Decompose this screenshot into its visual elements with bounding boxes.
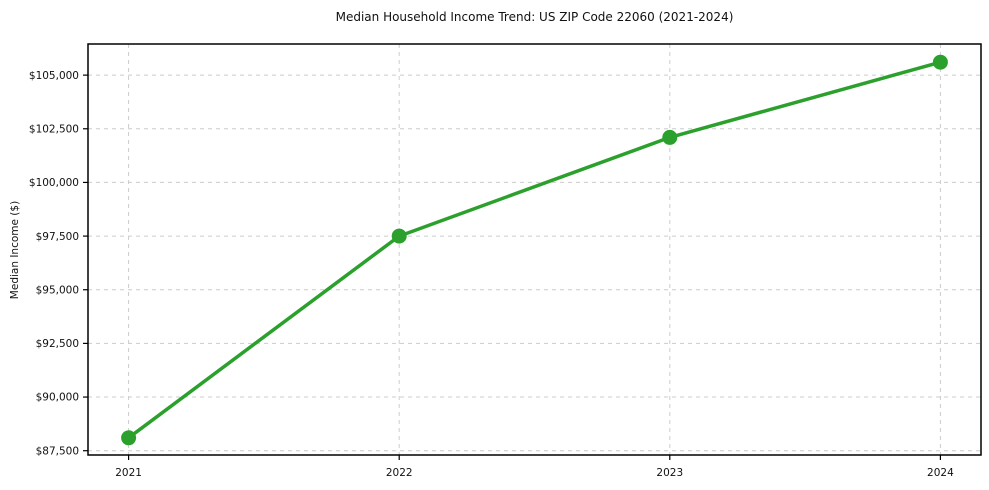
x-tick-label: 2021 <box>115 467 142 479</box>
y-tick-label: $97,500 <box>36 231 79 243</box>
y-tick-label: $100,000 <box>29 177 79 189</box>
x-tick-label: 2024 <box>927 467 954 479</box>
trend-line <box>126 60 943 440</box>
y-tick-label: $92,500 <box>36 338 79 350</box>
data-point-2024 <box>932 54 948 70</box>
y-tick-label: $90,000 <box>36 392 79 404</box>
plot-frame <box>87 43 982 456</box>
y-tick-label: $95,000 <box>36 284 79 296</box>
y-tick-label: $105,000 <box>29 70 79 82</box>
y-tick-label: $102,500 <box>29 123 79 135</box>
data-point-2022 <box>391 228 407 244</box>
data-point-2021 <box>121 430 137 446</box>
x-tick-label: 2023 <box>656 467 683 479</box>
y-tick-label: $87,500 <box>36 445 79 457</box>
data-point-2023 <box>662 129 678 145</box>
chart-title: Median Household Income Trend: US ZIP Co… <box>335 10 734 24</box>
x-tick-label: 2022 <box>386 467 413 479</box>
